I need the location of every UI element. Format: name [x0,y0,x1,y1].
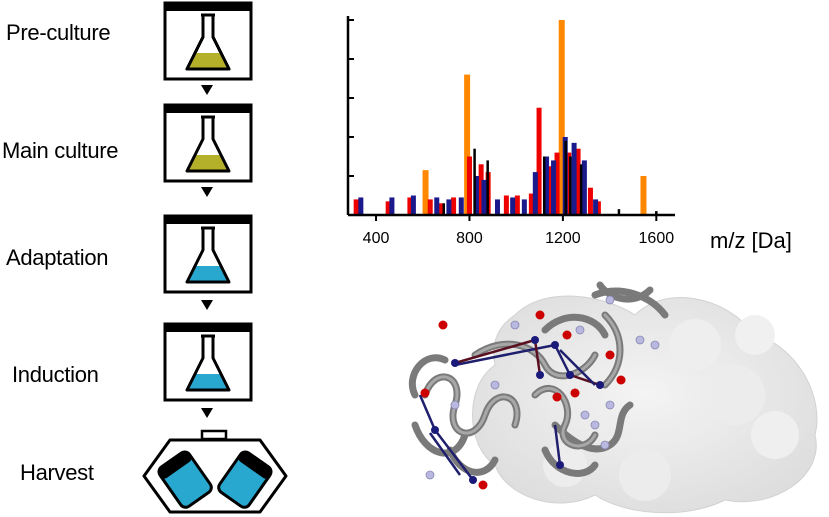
spectrum-peak [407,197,413,215]
arrow-down-icon [201,300,213,310]
spectrum-peak [542,156,546,215]
spectrum-peak [595,201,601,215]
centrifuge-icon [142,429,288,514]
mass-spectrum-chart: 400 800 1200 1600 [346,16,675,247]
spectrum-peak [575,148,581,215]
arrow-down-icon [201,187,213,197]
spectrum-peak [528,193,534,215]
spectrum-peak [486,160,489,215]
spectrum-peak [446,199,452,215]
molecular-surface [472,295,818,514]
spectrum-peak [521,199,527,215]
x-tick-label: 800 [456,230,483,247]
spectrum-peak [532,172,538,215]
spectrum-peak [569,156,572,215]
step-label-pre-culture: Pre-culture [6,20,111,45]
spectrum-peak [481,179,487,215]
spectrum-peak [422,170,429,215]
spectrum-peak [464,74,471,215]
spectrum-peak [587,187,593,215]
crosslink-sites [420,295,660,490]
spectrum-peak [564,140,567,215]
spectrum-peak [442,203,446,215]
spectrum-peak [410,195,416,215]
spectrum-peaks [353,20,658,215]
spectrum-peak [458,197,464,215]
spectrum-peak [473,148,476,215]
spectrum-peak [544,156,550,215]
arrow-down-icon [201,408,213,418]
spectrum-peak [581,160,587,215]
spectrum-peak [617,209,621,215]
spectrum-peak [640,176,647,215]
spectrum-peak [473,176,479,215]
spectrum-peak [438,203,444,215]
spectrum-peak [494,199,500,215]
spectrum-peak [434,197,440,215]
x-tick-label: 1200 [545,230,581,247]
x-tick-label: 1600 [639,230,675,247]
step-label-induction: Induction [12,362,99,387]
spectrum-peak [571,142,577,215]
x-tick-label: 400 [363,230,390,247]
spectrum-peak [566,152,572,215]
spectrum-peak [514,195,520,215]
spectrum-peak [478,164,484,215]
spectrum-peak [554,152,560,215]
spectrum-peak [427,199,433,215]
protein-structure-illustration [408,281,818,514]
spectrum-peak [510,197,516,215]
step-label-adaptation: Adaptation [6,245,109,270]
spectrum-peak [551,160,557,215]
spectrum-peak [503,195,509,215]
incubator-icon [163,103,253,183]
spectrum-peak [536,107,542,215]
spectrum-peak [558,20,565,215]
spectrum-peak [466,156,472,215]
spectrum-peak [547,166,553,215]
x-axis-label: m/z [Da] [710,228,792,253]
spectrum-peak [385,201,391,215]
arrow-down-icon [201,85,213,95]
spectrum-axes: 400 800 1200 1600 [346,16,675,247]
spectrum-peak [655,211,658,215]
crosslinks [418,338,601,481]
step-label-harvest: Harvest [20,460,94,485]
incubator-icon [163,214,253,294]
incubator-icon [163,1,253,81]
spectrum-peak [389,197,395,215]
incubator-icon [163,322,253,402]
spectrum-peak [579,164,583,215]
spectrum-peak [358,197,364,215]
spectrum-peak [451,197,457,215]
step-label-main-culture: Main culture [2,138,119,163]
spectrum-peak [593,199,599,215]
spectrum-peak [353,199,359,215]
